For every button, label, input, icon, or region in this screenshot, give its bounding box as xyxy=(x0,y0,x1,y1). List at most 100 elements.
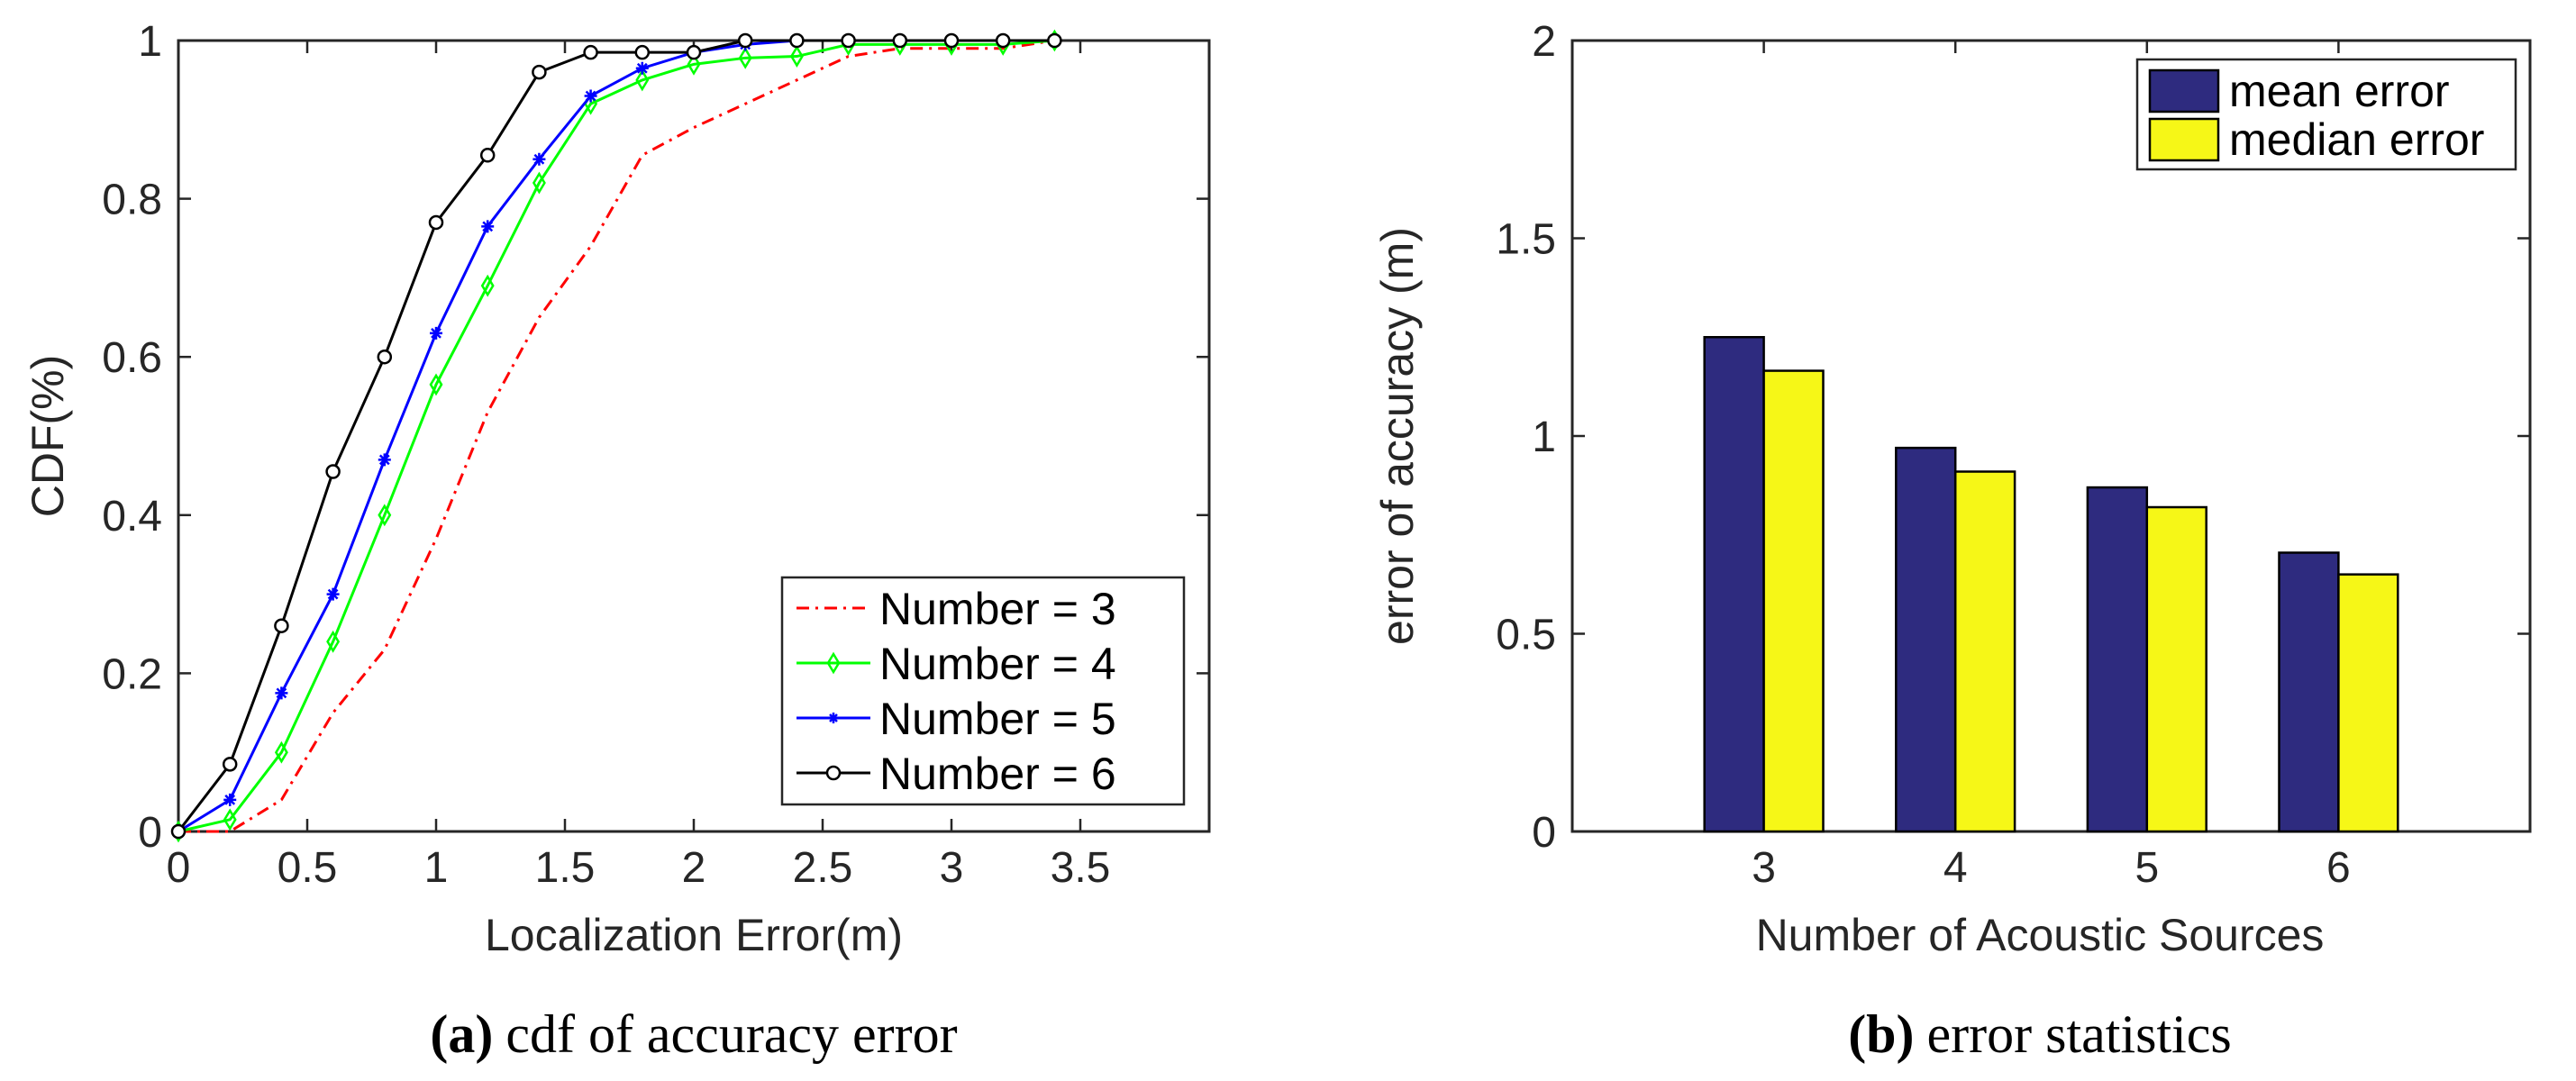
bar-series-group xyxy=(1703,336,2399,833)
data-point-number-6 xyxy=(222,757,238,772)
data-point-number-4 xyxy=(223,808,237,831)
cdf-chart: 0 0.5 1 1.5 2 2.5 3 3.5 0 0.2 0.4 0.6 0.8 1 Localizat… xyxy=(23,18,1211,1064)
data-point-number-6 xyxy=(325,464,341,479)
data-point-number-5 xyxy=(532,152,546,166)
data-point-number-4 xyxy=(635,68,650,92)
data-point-number-5 xyxy=(223,793,237,806)
legend-label-number-6: Number = 6 xyxy=(879,749,1116,799)
bar-x-tick-label: 3 xyxy=(1752,844,1776,892)
series-line-number-6 xyxy=(177,39,1055,832)
data-point-number-6 xyxy=(532,64,547,80)
caption-b-text: error statistics xyxy=(1927,1004,2232,1064)
legend-label-median-error: median error xyxy=(2229,114,2484,165)
bar-y-tick-label: 2 xyxy=(1532,18,1556,66)
data-point-number-6 xyxy=(274,618,289,633)
data-point-number-4 xyxy=(429,373,443,396)
data-point-number-6 xyxy=(892,32,908,49)
legend-entry-mean-error: mean error xyxy=(2148,66,2450,116)
bar-median-error-5 xyxy=(2145,505,2207,833)
caption-a-text: cdf of accuracy error xyxy=(505,1004,957,1064)
bar-mean-error-4 xyxy=(1895,446,1957,833)
cdf-y-axis-label: CDF(%) xyxy=(23,355,73,518)
caption-b-tag: (b) xyxy=(1848,1004,1914,1064)
data-point-number-6 xyxy=(1047,32,1062,49)
legend-asterisk-marker xyxy=(828,713,839,723)
caption-a-tag: (a) xyxy=(430,1004,493,1064)
data-point-number-6 xyxy=(841,32,856,49)
cdf-x-tick-label: 2.5 xyxy=(793,844,853,892)
cdf-x-tick-label: 0 xyxy=(167,844,191,892)
data-point-number-4 xyxy=(532,171,546,195)
data-point-number-4 xyxy=(789,45,804,68)
data-point-number-4 xyxy=(687,52,701,76)
cdf-x-tick-label: 1 xyxy=(424,844,449,892)
legend-swatch-median-error xyxy=(2148,117,2220,162)
cdf-y-tick-label: 0.4 xyxy=(102,493,162,540)
bar-axis-ticks: 0 0.5 1 1.5 2 3 4 5 6 xyxy=(1496,18,2530,892)
data-point-number-6 xyxy=(428,214,444,231)
data-point-number-5 xyxy=(275,686,288,700)
cdf-x-tick-label: 3.5 xyxy=(1051,844,1111,892)
error-statistics-chart: 0 0.5 1 1.5 2 3 4 5 6 Number of Acoustic Sources… xyxy=(1372,18,2532,1064)
data-point-number-6 xyxy=(377,349,393,365)
data-point-number-6 xyxy=(479,148,496,163)
bar-legend: mean error median error xyxy=(2135,58,2517,171)
data-point-number-4 xyxy=(274,740,288,764)
data-point-number-6 xyxy=(583,44,598,60)
cdf-x-tick-label: 1.5 xyxy=(535,844,596,892)
cdf-legend-box xyxy=(780,576,1186,806)
data-point-number-4 xyxy=(326,630,341,653)
data-point-number-6 xyxy=(686,44,702,60)
legend-entry-number-3: Number = 3 xyxy=(796,584,1116,634)
cdf-y-tick-label: 0.2 xyxy=(102,650,162,698)
bar-x-axis-label: Number of Acoustic Sources xyxy=(1756,910,2325,960)
legend-circle-marker xyxy=(825,765,842,781)
bar-mean-error-3 xyxy=(1703,336,1765,833)
data-point-number-6 xyxy=(995,32,1011,49)
data-point-number-5 xyxy=(635,61,649,75)
legend-entry-number-4: Number = 4 xyxy=(796,639,1116,689)
legend-label-number-5: Number = 5 xyxy=(879,694,1116,744)
legend-swatch-mean-error xyxy=(2148,68,2220,114)
caption-b: (b) error statistics xyxy=(1848,1004,2232,1064)
legend-label-number-4: Number = 4 xyxy=(879,639,1116,689)
bar-median-error-4 xyxy=(1953,470,2016,833)
cdf-x-axis-label: Localization Error(m) xyxy=(485,910,903,960)
data-point-number-6 xyxy=(789,32,805,49)
bar-x-tick-label: 4 xyxy=(1943,844,1968,892)
bar-y-axis-label: error of accuracy (m) xyxy=(1372,227,1423,645)
legend-label-number-3: Number = 3 xyxy=(879,584,1116,634)
legend-label-mean-error: mean error xyxy=(2229,66,2450,116)
data-point-number-6 xyxy=(170,823,187,840)
bar-y-tick-label: 0.5 xyxy=(1496,612,1556,659)
cdf-y-tick-label: 0 xyxy=(138,809,162,857)
cdf-y-tick-label: 1 xyxy=(138,18,162,66)
bar-y-tick-label: 1.5 xyxy=(1496,216,1556,264)
cdf-legend: Number = 3 Number = 4 Number = 5 Number … xyxy=(780,576,1186,806)
bar-x-tick-label: 5 xyxy=(2135,844,2159,892)
data-point-number-5 xyxy=(430,326,442,340)
bar-y-tick-label: 1 xyxy=(1532,413,1556,461)
data-point-number-6 xyxy=(634,44,651,60)
legend-diamond-marker xyxy=(826,651,841,675)
cdf-x-tick-label: 3 xyxy=(940,844,964,892)
legend-entry-number-5: Number = 5 xyxy=(796,694,1116,744)
cdf-x-tick-label: 0.5 xyxy=(278,844,338,892)
data-point-number-5 xyxy=(326,587,340,601)
data-point-number-6 xyxy=(943,32,960,49)
data-point-number-5 xyxy=(481,220,495,233)
legend-entry-number-6: Number = 6 xyxy=(796,749,1116,799)
cdf-y-tick-label: 0.6 xyxy=(102,334,162,382)
series-line-number-3 xyxy=(178,39,1055,833)
data-point-number-6 xyxy=(737,32,753,49)
bar-y-tick-label: 0 xyxy=(1532,809,1556,857)
cdf-y-tick-label: 0.8 xyxy=(102,177,162,224)
legend-entry-median-error: median error xyxy=(2148,114,2484,165)
data-point-number-5 xyxy=(378,453,391,467)
bar-x-tick-label: 6 xyxy=(2326,844,2351,892)
bar-median-error-3 xyxy=(1762,369,1825,833)
bar-median-error-6 xyxy=(2337,573,2399,833)
bar-mean-error-5 xyxy=(2086,486,2149,833)
data-point-number-4 xyxy=(738,46,752,69)
